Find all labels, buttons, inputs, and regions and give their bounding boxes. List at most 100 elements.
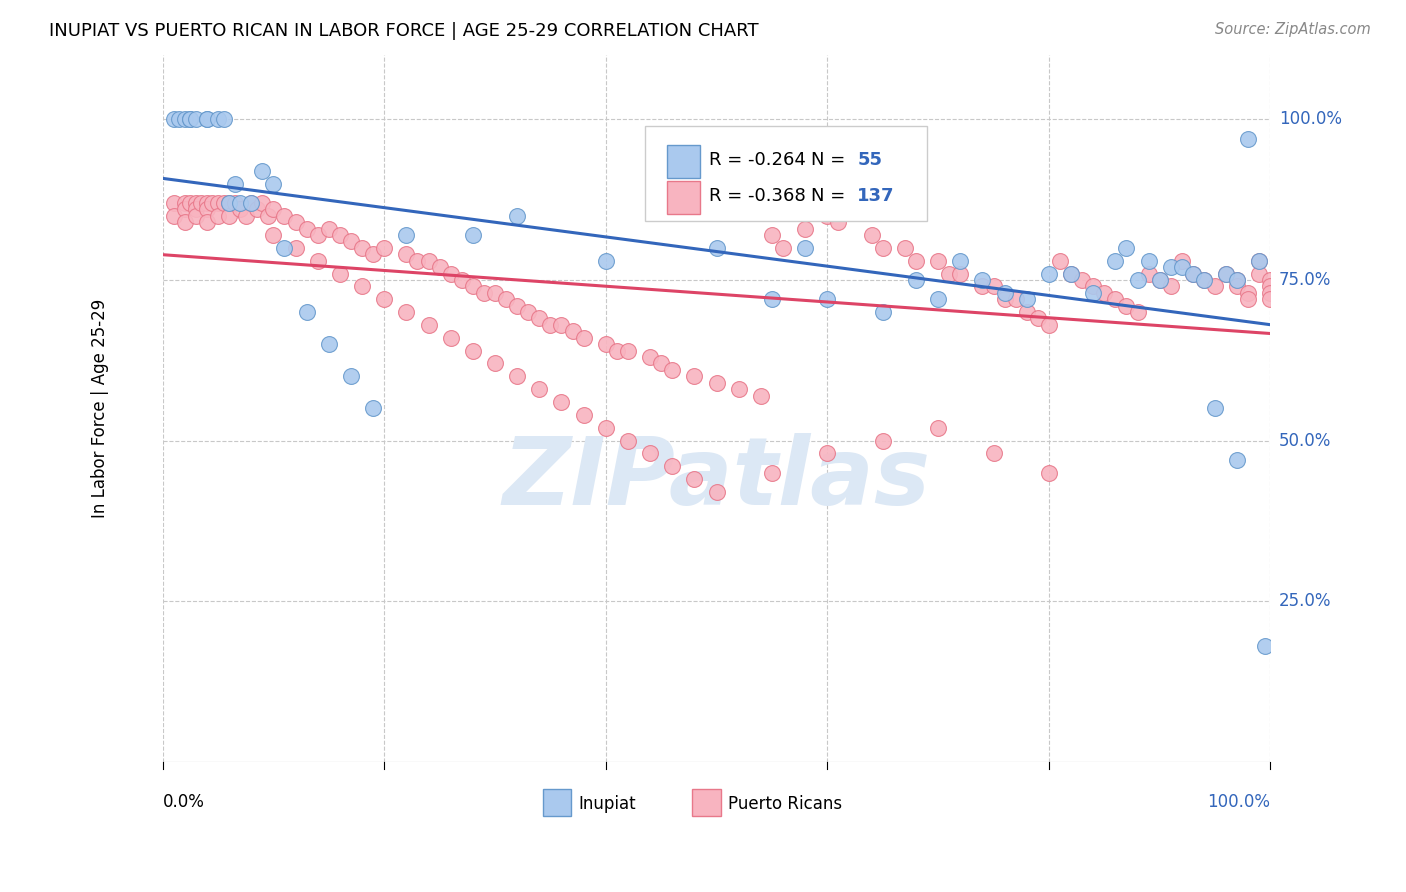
- Point: [1026, 311, 1049, 326]
- Point: [1192, 273, 1215, 287]
- Point: [1226, 273, 1249, 287]
- Text: 137: 137: [858, 187, 894, 205]
- Text: 25.0%: 25.0%: [1279, 592, 1331, 610]
- Point: [307, 253, 329, 268]
- Point: [246, 202, 269, 217]
- Point: [484, 285, 506, 300]
- Point: [318, 337, 340, 351]
- Point: [794, 241, 817, 255]
- Point: [184, 195, 207, 210]
- Point: [815, 209, 838, 223]
- Point: [1137, 253, 1160, 268]
- Point: [1160, 279, 1182, 293]
- Point: [450, 273, 472, 287]
- Point: [1038, 466, 1060, 480]
- Point: [240, 195, 263, 210]
- Point: [1004, 292, 1026, 306]
- Text: 55: 55: [858, 152, 882, 169]
- Point: [262, 202, 284, 217]
- Point: [195, 215, 218, 229]
- Point: [1237, 131, 1260, 145]
- Point: [1204, 279, 1226, 293]
- Point: [190, 195, 212, 210]
- Point: [440, 331, 463, 345]
- Point: [340, 369, 363, 384]
- Point: [650, 356, 672, 370]
- Point: [262, 227, 284, 242]
- Point: [972, 279, 994, 293]
- Point: [207, 209, 229, 223]
- Point: [173, 112, 195, 127]
- Point: [461, 227, 484, 242]
- Point: [595, 420, 617, 434]
- Point: [284, 215, 307, 229]
- Point: [1254, 639, 1277, 653]
- Point: [1038, 318, 1060, 332]
- Point: [1260, 285, 1282, 300]
- Text: Inupiat: Inupiat: [578, 795, 636, 814]
- Point: [561, 324, 583, 338]
- Text: N =: N =: [811, 152, 845, 169]
- Point: [815, 292, 838, 306]
- Point: [195, 195, 218, 210]
- Point: [173, 195, 195, 210]
- Point: [1226, 279, 1249, 293]
- Point: [173, 215, 195, 229]
- Point: [638, 446, 661, 460]
- Point: [904, 273, 927, 287]
- Point: [195, 112, 218, 127]
- Text: Source: ZipAtlas.com: Source: ZipAtlas.com: [1215, 22, 1371, 37]
- Point: [761, 466, 783, 480]
- Point: [418, 318, 440, 332]
- Point: [1060, 267, 1083, 281]
- Point: [1015, 292, 1038, 306]
- Point: [1237, 292, 1260, 306]
- Point: [252, 163, 274, 178]
- Point: [257, 209, 280, 223]
- Point: [179, 112, 201, 127]
- Point: [1181, 267, 1204, 281]
- Point: [815, 446, 838, 460]
- Point: [1083, 279, 1105, 293]
- Point: [1192, 273, 1215, 287]
- Point: [572, 408, 595, 422]
- Point: [706, 484, 728, 499]
- Point: [1260, 292, 1282, 306]
- Point: [195, 112, 218, 127]
- Point: [184, 112, 207, 127]
- Point: [395, 305, 418, 319]
- Point: [1181, 267, 1204, 281]
- Point: [529, 311, 551, 326]
- Point: [617, 343, 640, 358]
- Point: [212, 195, 235, 210]
- Point: [395, 247, 418, 261]
- Text: N =: N =: [811, 187, 845, 205]
- Point: [350, 279, 373, 293]
- Point: [167, 112, 190, 127]
- Point: [904, 253, 927, 268]
- Point: [173, 202, 195, 217]
- Point: [1015, 305, 1038, 319]
- FancyBboxPatch shape: [543, 789, 571, 816]
- Point: [661, 363, 683, 377]
- Point: [163, 112, 186, 127]
- Point: [179, 195, 201, 210]
- Point: [683, 472, 706, 486]
- Point: [872, 305, 894, 319]
- Point: [340, 235, 363, 249]
- Point: [295, 221, 318, 235]
- Point: [373, 292, 395, 306]
- Point: [927, 253, 949, 268]
- Point: [606, 343, 628, 358]
- Point: [224, 177, 246, 191]
- Text: Puerto Ricans: Puerto Ricans: [728, 795, 842, 814]
- Point: [506, 369, 529, 384]
- Point: [761, 292, 783, 306]
- Point: [894, 241, 917, 255]
- Point: [595, 253, 617, 268]
- Point: [1049, 253, 1071, 268]
- Text: ZIPatlas: ZIPatlas: [502, 433, 931, 525]
- Point: [395, 227, 418, 242]
- FancyBboxPatch shape: [644, 126, 927, 221]
- Point: [373, 241, 395, 255]
